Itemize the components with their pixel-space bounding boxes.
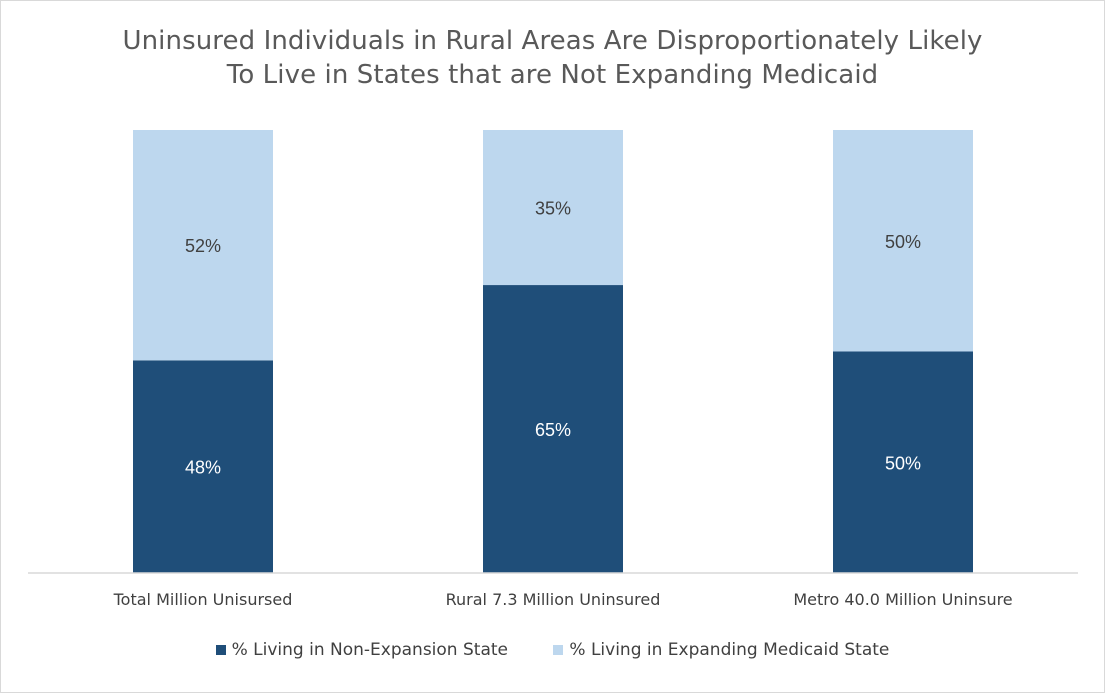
bar-non-expansion-2 <box>833 351 973 573</box>
chart-title: Uninsured Individuals in Rural Areas Are… <box>0 24 1105 92</box>
category-label-1: Rural 7.3 Million Uninsured <box>446 590 661 609</box>
legend-swatch-expanding <box>553 645 564 655</box>
legend-label-non-expansion: % Living in Non-Expansion State <box>231 640 508 660</box>
bar-expanding-1 <box>483 130 623 286</box>
legend-item-non-expansion: % Living in Non-Expansion State <box>215 640 508 660</box>
chart-title-line-2: To Live in States that are Not Expanding… <box>226 60 879 90</box>
legend-label-expanding: % Living in Expanding Medicaid State <box>569 640 890 660</box>
bar-expanding-0 <box>133 130 273 361</box>
legend: % Living in Non-Expansion State % Living… <box>0 640 1105 660</box>
bar-expanding-2 <box>833 130 973 352</box>
data-label-expanding-1: 35% <box>535 199 571 219</box>
chart-title-line-1: Uninsured Individuals in Rural Areas Are… <box>122 26 983 56</box>
legend-item-expanding: % Living in Expanding Medicaid State <box>553 640 889 660</box>
category-label-2: Metro 40.0 Million Uninsure <box>793 590 1012 609</box>
legend-swatch-non-expansion <box>215 645 226 655</box>
bar-non-expansion-0 <box>133 360 273 573</box>
data-label-expanding-2: 50% <box>885 232 921 252</box>
data-label-expanding-0: 52% <box>185 236 221 256</box>
bar-non-expansion-1 <box>483 285 623 573</box>
data-label-non-expansion-0: 48% <box>185 458 221 478</box>
data-label-non-expansion-1: 65% <box>535 420 571 440</box>
category-label-0: Total Million Unisursed <box>113 590 293 609</box>
data-label-non-expansion-2: 50% <box>885 453 921 473</box>
